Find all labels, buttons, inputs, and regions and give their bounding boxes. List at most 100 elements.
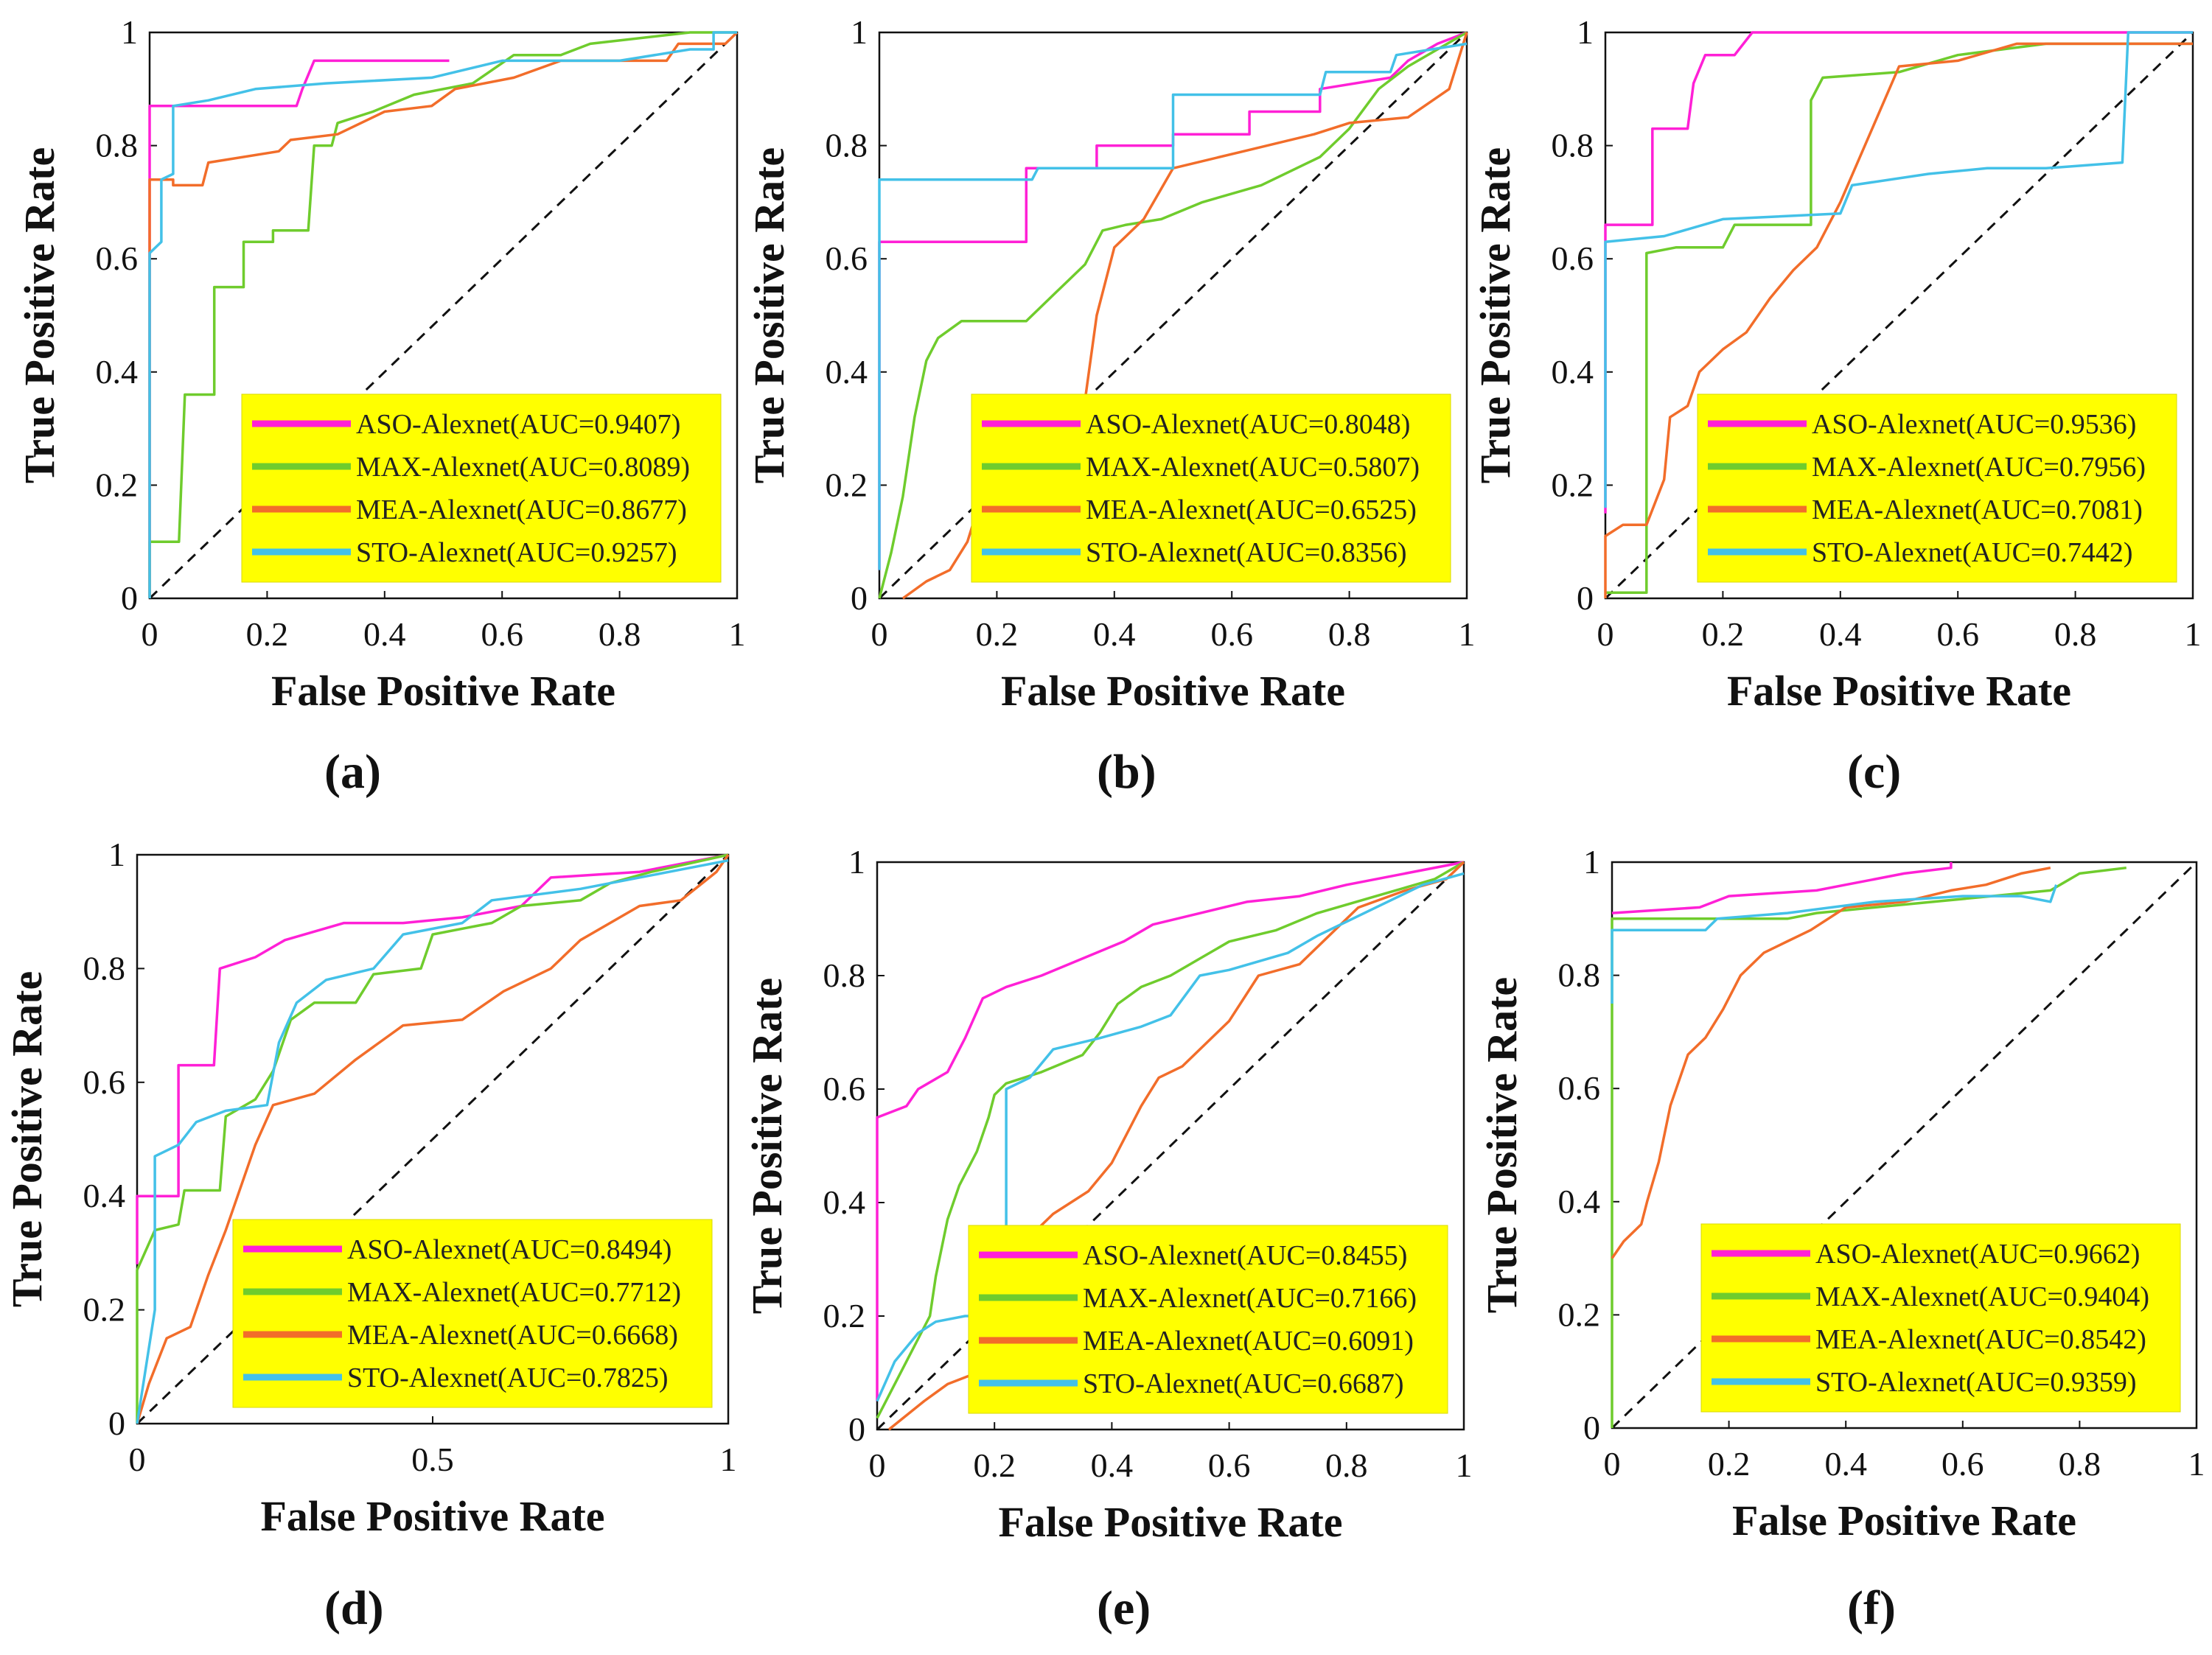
x-tick-label: 0 xyxy=(129,1441,146,1478)
x-tick-label: 1 xyxy=(1459,615,1476,653)
roc-line-sto-alexnet xyxy=(136,858,729,1424)
x-tick-label: 0.4 xyxy=(363,615,406,653)
y-tick-label: 1 xyxy=(1577,13,1594,51)
panel-label-a: (a) xyxy=(324,745,381,799)
y-tick-label: 0.6 xyxy=(823,1070,866,1108)
y-tick-label: 0.4 xyxy=(1558,1183,1601,1220)
chart-panel-1: 0 0.2 0.4 0.6 0.8 1 0 0.2 0.4 0.6 0.8 1 False Positi… xyxy=(15,13,746,715)
legend-entry: ASO-Alexnet(AUC=0.8494) xyxy=(347,1234,671,1265)
roc-line-max-alexnet xyxy=(1611,866,2127,1428)
y-tick-label: 0.2 xyxy=(826,466,868,503)
y-tick-label: 0 xyxy=(851,579,868,617)
y-tick-label: 0.2 xyxy=(1552,466,1594,503)
legend-entry: MEA-Alexnet(AUC=0.6668) xyxy=(347,1320,678,1351)
x-tick-label: 1 xyxy=(729,615,746,653)
y-tick-label: 0.6 xyxy=(96,239,139,277)
y-tick-label: 1 xyxy=(1583,843,1600,881)
y-tick-label: 0 xyxy=(108,1404,125,1442)
x-axis-label: False Positive Rate xyxy=(1732,1497,2076,1544)
y-tick-label: 0.8 xyxy=(823,956,866,994)
x-tick-label: 0.8 xyxy=(599,615,641,653)
y-tick-label: 1 xyxy=(108,836,125,873)
x-tick-label: 0.4 xyxy=(1819,615,1862,653)
chart-panel-3: 0 0.2 0.4 0.6 0.8 1 0 0.2 0.4 0.6 0.8 1 False Positi… xyxy=(1471,13,2202,715)
roc-line-max-alexnet xyxy=(878,31,1468,599)
x-tick-label: 1 xyxy=(1456,1446,1473,1484)
x-tick-label: 0 xyxy=(1597,615,1614,653)
y-tick-label: 0.2 xyxy=(1558,1295,1601,1333)
chance-diagonal xyxy=(148,31,739,600)
panel-label-c: (c) xyxy=(1847,745,1902,799)
roc-line-mea-alexnet xyxy=(901,32,1468,600)
legend-entry: MAX-Alexnet(AUC=0.9404) xyxy=(1815,1281,2149,1312)
y-axis-label: True Positive Rate xyxy=(1478,977,1526,1313)
y-tick-label: 0.4 xyxy=(823,1183,866,1221)
legend: ASO-Alexnet(AUC=0.8494) MAX-Alexnet(AUC=0… xyxy=(232,1219,713,1408)
x-tick-label: 0.6 xyxy=(481,615,523,653)
y-tick-label: 0.8 xyxy=(83,949,126,987)
legend-entry: MAX-Alexnet(AUC=0.7166) xyxy=(1083,1283,1417,1314)
x-tick-label: 0 xyxy=(1604,1445,1621,1483)
x-axis-label: False Positive Rate xyxy=(1727,667,2071,715)
x-tick-label: 0.6 xyxy=(1936,615,1979,653)
legend: ASO-Alexnet(AUC=0.9536) MAX-Alexnet(AUC=0… xyxy=(1697,393,2177,583)
chart-panel-5: 0 0.2 0.4 0.6 0.8 1 0 0.2 0.4 0.6 0.8 1 False Positi… xyxy=(743,843,1473,1546)
chance-diagonal xyxy=(136,853,730,1425)
y-tick-label: 0.6 xyxy=(826,239,868,277)
roc-line-max-alexnet xyxy=(876,861,1465,1419)
x-tick-label: 0 xyxy=(869,1446,886,1484)
x-tick-label: 0.5 xyxy=(411,1441,454,1478)
y-tick-label: 0.4 xyxy=(826,353,868,391)
y-tick-label: 0.4 xyxy=(83,1177,126,1214)
legend-entry: MEA-Alexnet(AUC=0.6091) xyxy=(1083,1326,1414,1357)
x-tick-label: 0.6 xyxy=(1941,1445,1984,1483)
chance-diagonal xyxy=(878,31,1468,600)
x-tick-label: 0.4 xyxy=(1824,1445,1867,1483)
y-tick-label: 0.4 xyxy=(1552,353,1594,391)
legend-entry: STO-Alexnet(AUC=0.6687) xyxy=(1083,1368,1404,1399)
x-tick-label: 0.8 xyxy=(1328,615,1371,653)
legend-entry: MEA-Alexnet(AUC=0.7081) xyxy=(1812,494,2143,525)
roc-line-sto-alexnet xyxy=(1604,31,2193,508)
y-tick-label: 0 xyxy=(848,1410,865,1448)
y-tick-label: 0.6 xyxy=(1552,239,1594,277)
y-axis-label: True Positive Rate xyxy=(1471,147,1519,483)
roc-line-sto-alexnet xyxy=(148,31,737,598)
panel-label-e: (e) xyxy=(1097,1581,1151,1635)
x-tick-label: 0.8 xyxy=(2059,1445,2101,1483)
roc-line-aso-alexnet xyxy=(1611,862,1953,914)
legend: ASO-Alexnet(AUC=0.8048) MAX-Alexnet(AUC=0… xyxy=(971,393,1451,583)
roc-line-mea-alexnet xyxy=(136,854,730,1424)
y-tick-label: 0.8 xyxy=(826,127,868,164)
x-axis-label: False Positive Rate xyxy=(260,1492,604,1540)
y-tick-label: 0.2 xyxy=(823,1297,866,1334)
legend-entry: MEA-Alexnet(AUC=0.8542) xyxy=(1815,1324,2146,1355)
legend-entry: MEA-Alexnet(AUC=0.6525) xyxy=(1086,494,1417,525)
y-tick-label: 0 xyxy=(1577,579,1594,617)
y-tick-label: 0.8 xyxy=(1552,127,1594,164)
roc-line-mea-alexnet xyxy=(148,31,739,598)
y-tick-label: 1 xyxy=(121,13,138,51)
y-tick-label: 0.6 xyxy=(83,1063,126,1101)
chart-panel-4: 0 0.5 1 0 0.2 0.4 0.6 0.8 1 False Positive Rate Tr… xyxy=(3,836,737,1540)
roc-line-sto-alexnet xyxy=(878,42,1468,570)
legend: ASO-Alexnet(AUC=0.9662) MAX-Alexnet(AUC=0… xyxy=(1700,1223,2181,1413)
legend-entry: ASO-Alexnet(AUC=0.9407) xyxy=(356,409,680,440)
y-tick-label: 0.8 xyxy=(96,127,139,164)
y-axis-label: True Positive Rate xyxy=(15,147,63,483)
panel-label-f: (f) xyxy=(1847,1581,1896,1635)
roc-line-aso-alexnet xyxy=(876,861,1465,1402)
roc-line-sto-alexnet xyxy=(876,872,1465,1402)
y-axis-label: True Positive Rate xyxy=(743,978,791,1314)
x-tick-label: 1 xyxy=(720,1441,737,1478)
x-tick-label: 0 xyxy=(871,615,888,653)
legend-entry: STO-Alexnet(AUC=0.7442) xyxy=(1812,537,2133,568)
y-tick-label: 0.6 xyxy=(1558,1069,1601,1107)
x-axis-label: False Positive Rate xyxy=(998,1498,1342,1546)
x-tick-label: 0.6 xyxy=(1210,615,1253,653)
panel-label-b: (b) xyxy=(1097,745,1156,799)
legend-entry: ASO-Alexnet(AUC=0.8455) xyxy=(1083,1240,1407,1271)
roc-line-aso-alexnet xyxy=(136,853,729,1264)
